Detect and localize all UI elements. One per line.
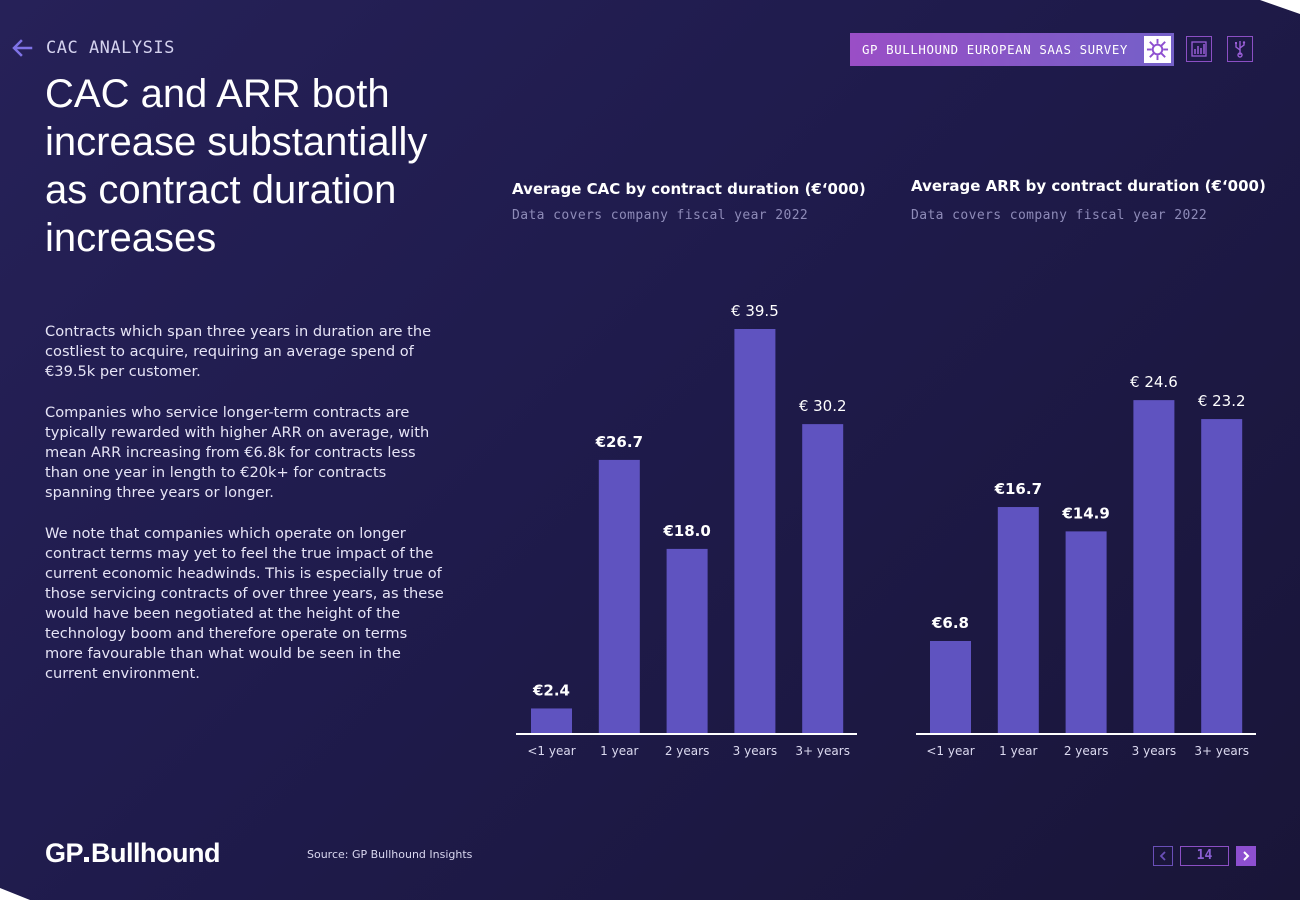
- previous-page-button[interactable]: [1153, 846, 1173, 866]
- data-label: €26.7: [595, 433, 643, 451]
- chevron-left-icon: [1159, 851, 1166, 861]
- bar-3-years: [1133, 400, 1175, 733]
- bar-3-years: [802, 424, 844, 733]
- logo-text: Bullhound: [91, 838, 220, 868]
- arrow-left-icon: [12, 39, 33, 57]
- survey-button[interactable]: GP BULLHOUND EUROPEAN SAAS SURVEY: [850, 33, 1174, 66]
- data-label: € 24.6: [1130, 373, 1178, 391]
- data-label: €16.7: [994, 480, 1042, 498]
- paragraph: Contracts which span three years in dura…: [45, 323, 432, 380]
- logo-text: GP: [45, 838, 84, 868]
- back-button[interactable]: CAC ANALYSIS: [11, 38, 175, 58]
- cac-chart-subtitle: Data covers company fiscal year 2022: [512, 208, 809, 223]
- x-tick-label: 1 year: [600, 744, 638, 758]
- arr-chart-subtitle: Data covers company fiscal year 2022: [911, 208, 1208, 223]
- logo-dot: [84, 857, 90, 862]
- survey-label: GP BULLHOUND EUROPEAN SAAS SURVEY: [862, 42, 1128, 57]
- gp-bullhound-logo: GP Bullhound: [45, 838, 220, 869]
- x-tick-label: <1 year: [926, 744, 974, 758]
- data-label: €6.8: [931, 614, 969, 632]
- bar-chart-icon: [1191, 41, 1207, 57]
- chevron-right-icon: [1243, 851, 1250, 861]
- x-tick-label: 3 years: [1132, 744, 1176, 758]
- x-tick-label: 3+ years: [795, 744, 850, 758]
- virus-icon: [1144, 36, 1171, 63]
- bar--1-year: [930, 640, 971, 733]
- bar-2-years: [666, 548, 708, 733]
- usb-icon: [1235, 41, 1246, 58]
- page-title: CAC and ARR both increase substantially …: [45, 72, 428, 260]
- bar-1-year: [997, 507, 1039, 733]
- data-label: €14.9: [1061, 504, 1109, 522]
- bar-2-years: [1065, 531, 1107, 733]
- bar--1-year: [531, 708, 572, 733]
- x-tick-label: 2 years: [1064, 744, 1108, 758]
- page-corner: [1260, 0, 1300, 14]
- data-label: €2.4: [532, 681, 570, 699]
- paragraph: Companies who service longer-term contra…: [45, 404, 430, 501]
- next-page-button[interactable]: [1236, 846, 1256, 866]
- arr-chart-title: Average ARR by contract duration (€‘000): [911, 177, 1266, 195]
- data-label: € 30.2: [799, 397, 847, 415]
- section-label: CAC ANALYSIS: [46, 38, 175, 58]
- page-corner: [0, 888, 30, 900]
- x-tick-label: 3 years: [733, 744, 777, 758]
- usb-download-button[interactable]: [1227, 36, 1253, 62]
- x-tick-label: 3+ years: [1194, 744, 1249, 758]
- x-tick-label: 1 year: [999, 744, 1037, 758]
- data-label: €18.0: [662, 522, 710, 540]
- paragraph: We note that companies which operate on …: [45, 525, 444, 682]
- chart-report-button[interactable]: [1186, 36, 1212, 62]
- x-tick-label: 2 years: [665, 744, 709, 758]
- x-tick-label: <1 year: [527, 744, 575, 758]
- bar-3-years: [734, 329, 776, 733]
- cac-chart-title: Average CAC by contract duration (€‘000): [512, 180, 866, 198]
- source-note: Source: GP Bullhound Insights: [307, 848, 473, 861]
- data-label: € 23.2: [1198, 392, 1246, 410]
- body-copy: Contracts which span three years in dura…: [45, 322, 445, 705]
- data-label: € 39.5: [731, 302, 779, 320]
- page-number: 14: [1180, 846, 1229, 866]
- bar-3-years: [1201, 419, 1243, 733]
- bar-1-year: [598, 459, 640, 733]
